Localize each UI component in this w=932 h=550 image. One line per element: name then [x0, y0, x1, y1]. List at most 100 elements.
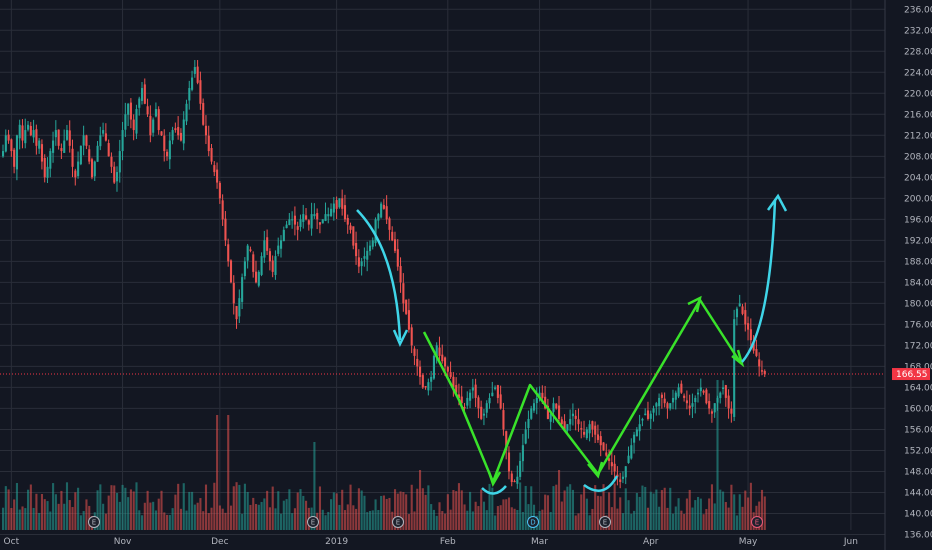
- y-tick-label: 208.00: [904, 152, 932, 162]
- volume-bar: [730, 484, 733, 530]
- candle-body: [99, 135, 102, 147]
- volume-bar: [57, 503, 60, 530]
- volume-bar: [499, 505, 502, 530]
- candle-body: [452, 376, 455, 388]
- volume-bar: [760, 489, 764, 530]
- event-label: E: [755, 519, 759, 527]
- volume-bar: [149, 502, 152, 530]
- candle-body: [494, 387, 497, 389]
- candle-body: [563, 421, 566, 430]
- volume-bar: [29, 484, 32, 530]
- y-tick-label: 220.00: [904, 89, 932, 99]
- candle-body: [263, 240, 266, 258]
- volume-bar: [544, 494, 547, 530]
- candle-body: [752, 342, 755, 351]
- volume-bar: [263, 498, 266, 530]
- candle-body: [335, 200, 338, 209]
- candle-body: [191, 77, 194, 90]
- candle-body: [102, 130, 105, 134]
- volume-bar: [710, 484, 713, 530]
- candle-body: [444, 357, 447, 367]
- volume-bar: [27, 489, 30, 530]
- volume-bar: [658, 506, 661, 530]
- candle-body: [210, 148, 213, 162]
- candle-body: [293, 215, 296, 225]
- volume-bar: [52, 483, 55, 530]
- volume-bar: [630, 513, 633, 530]
- candle-body: [488, 397, 491, 404]
- volume-bar: [699, 498, 702, 530]
- volume-bar: [566, 486, 569, 530]
- volume-bar: [13, 499, 16, 530]
- volume-bar: [302, 495, 305, 530]
- volume-bar: [482, 501, 486, 530]
- candle-body: [327, 214, 330, 217]
- candle-body: [77, 161, 80, 177]
- candle-body: [683, 395, 686, 398]
- candle-body: [338, 198, 341, 208]
- candle-body: [38, 140, 41, 149]
- volume-bar: [596, 495, 600, 530]
- candle-body: [74, 170, 77, 178]
- candle-body: [641, 418, 644, 421]
- volume-bar: [588, 515, 591, 530]
- y-tick-label: 176.00: [904, 320, 932, 330]
- candle-body: [360, 261, 363, 267]
- volume-bar: [166, 514, 169, 530]
- volume-bar: [254, 504, 258, 530]
- candle-body: [88, 149, 91, 162]
- price-axis: 136.00 140.00 144.00 148.00 152.00 156.00 160.…: [904, 5, 932, 540]
- volume-bar: [558, 470, 561, 530]
- candle-body: [658, 397, 661, 407]
- candle-body: [227, 244, 230, 262]
- candle-body: [57, 129, 60, 146]
- last-price-tag: 166.55: [0, 368, 930, 381]
- candle-body: [132, 119, 135, 131]
- volume-bar: [452, 490, 455, 530]
- volume-bar: [227, 415, 230, 530]
- candle-body: [566, 424, 569, 431]
- candle-body: [343, 205, 347, 220]
- volume-bar: [332, 492, 335, 530]
- volume-bar: [424, 494, 427, 530]
- last-price-label: 166.55: [896, 370, 928, 380]
- candle-body: [257, 271, 260, 286]
- candle-body: [85, 135, 88, 146]
- volume-bar: [49, 511, 52, 530]
- volume-bar: [157, 498, 160, 530]
- volume-bar: [204, 484, 208, 530]
- volume-bar: [257, 504, 260, 530]
- volume-bar: [580, 494, 583, 530]
- volume-bar: [735, 515, 739, 530]
- candle-body: [196, 66, 199, 83]
- candle-body: [213, 165, 216, 173]
- volume-bar: [280, 513, 283, 530]
- event-marker: [527, 516, 539, 528]
- candle-body: [619, 479, 622, 482]
- volume-bar: [107, 495, 110, 530]
- candle-body: [296, 226, 299, 230]
- x-tick-label: Mar: [531, 537, 548, 547]
- volume-bar: [480, 489, 483, 530]
- volume-bar: [430, 504, 433, 530]
- volume-bar: [305, 500, 308, 530]
- event-marker: [392, 516, 404, 528]
- candle-body: [480, 406, 483, 419]
- candle-body: [160, 131, 163, 136]
- candle-body: [435, 345, 438, 357]
- volume-bar: [727, 507, 730, 530]
- candle-body: [135, 109, 138, 134]
- candle-body: [366, 250, 369, 260]
- candle-body: [747, 323, 750, 330]
- candle-body: [410, 327, 413, 346]
- candle-body: [90, 159, 94, 178]
- volume-bar: [207, 513, 210, 530]
- candle-body: [266, 237, 269, 251]
- volume-bar: [327, 511, 330, 530]
- candle-body: [349, 225, 352, 230]
- y-tick-label: 152.00: [904, 446, 932, 456]
- volume-bar: [193, 504, 196, 530]
- candle-body: [474, 384, 477, 398]
- candle-body: [107, 143, 110, 157]
